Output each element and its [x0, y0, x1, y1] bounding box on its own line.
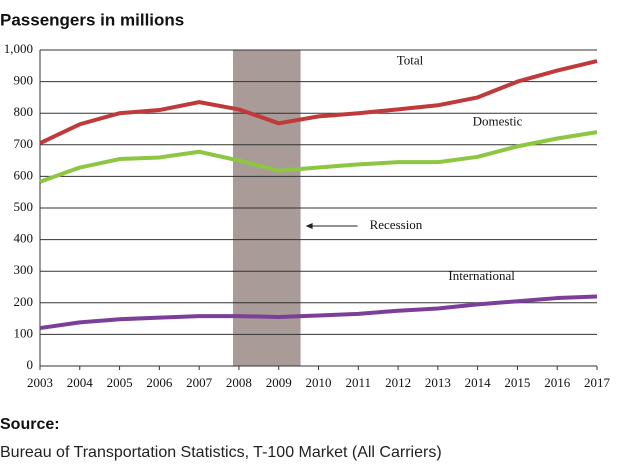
series-line [39, 294, 598, 331]
y-tick-label: 900 [14, 73, 34, 88]
chart-title: Passengers in millions [0, 10, 184, 29]
x-tick-label: 2016 [544, 375, 571, 390]
series-line [39, 59, 598, 146]
x-tick-label: 2012 [385, 375, 411, 390]
y-tick-label: 500 [14, 199, 34, 214]
recession-arrowhead [305, 223, 313, 229]
series-label: International [448, 268, 515, 283]
x-tick-label: 2004 [67, 375, 94, 390]
y-tick-label: 600 [14, 167, 34, 182]
recession-label: Recession [370, 217, 423, 232]
x-tick-label: 2011 [346, 375, 372, 390]
y-tick-label: 1,000 [4, 41, 33, 56]
y-tick-label: 800 [14, 104, 34, 119]
y-tick-label: 200 [14, 294, 34, 309]
x-tick-label: 2006 [146, 375, 173, 390]
series-line [39, 130, 598, 184]
x-tick-label: 2017 [584, 375, 611, 390]
y-tick-label: 700 [14, 136, 34, 151]
x-tick-label: 2009 [266, 375, 292, 390]
y-tick-label: 300 [14, 262, 34, 277]
x-tick-label: 2003 [27, 375, 53, 390]
source: Bureau of Transportation Statistics, T-1… [0, 444, 442, 461]
x-tick-label: 2013 [425, 375, 451, 390]
x-tick-label: 2005 [107, 375, 133, 390]
source-heading: Source: [0, 416, 60, 433]
x-tick-label: 2007 [186, 375, 213, 390]
y-tick-label: 0 [27, 357, 34, 372]
x-tick-label: 2010 [306, 375, 332, 390]
series-label: Domestic [473, 113, 523, 128]
x-tick-label: 2015 [504, 375, 530, 390]
y-tick-label: 100 [14, 325, 34, 340]
series-label: Total [397, 52, 424, 67]
x-tick-label: 2008 [226, 375, 252, 390]
y-tick-label: 400 [14, 231, 34, 246]
x-tick-label: 2014 [465, 375, 492, 390]
